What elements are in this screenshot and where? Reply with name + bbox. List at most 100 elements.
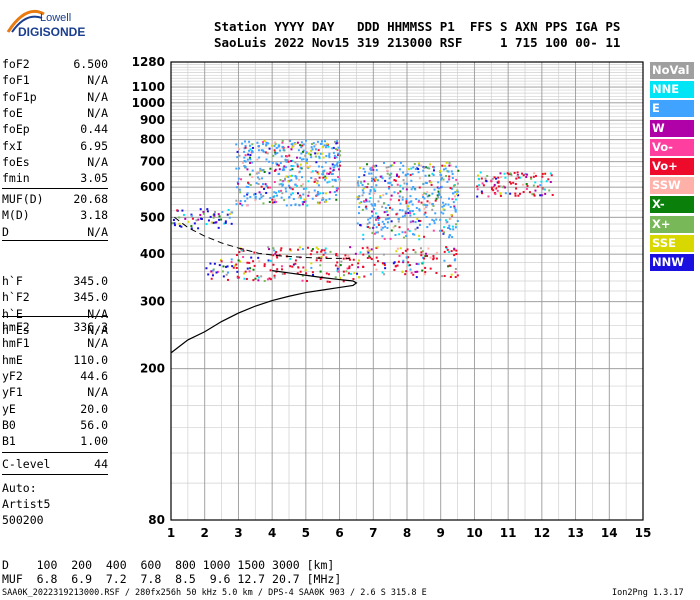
echo-point <box>445 246 448 249</box>
echo-point <box>288 179 291 182</box>
echo-point <box>331 178 334 181</box>
echo-point <box>411 209 414 212</box>
echo-point <box>246 261 249 264</box>
x-tick-label: 4 <box>268 526 276 540</box>
echo-point <box>328 197 331 200</box>
echo-point <box>336 261 339 264</box>
echo-point <box>433 188 436 191</box>
echo-point <box>301 203 304 206</box>
param-label: h`F <box>2 274 23 288</box>
echo-point <box>352 258 355 261</box>
param-row: h`E N/A <box>2 307 108 323</box>
echo-point <box>453 205 456 208</box>
echo-point <box>325 177 328 180</box>
echo-point <box>276 256 279 259</box>
param-row: C-level 44 <box>2 457 108 473</box>
echo-point <box>336 149 339 152</box>
echo-point <box>292 263 295 266</box>
echo-point <box>372 168 375 171</box>
echo-point <box>386 213 389 216</box>
param-separator <box>2 240 108 241</box>
echo-point <box>401 231 404 234</box>
echo-point <box>394 179 397 182</box>
echo-point <box>432 174 435 177</box>
param-value: 6.500 <box>73 57 108 71</box>
echo-point <box>331 185 334 188</box>
echo-point <box>386 169 389 172</box>
footer-file-info: SAA0K_2022319213000.RSF / 280fx256h 50 k… <box>2 588 427 598</box>
echo-point <box>301 201 304 204</box>
echo-point <box>440 185 443 188</box>
echo-point <box>271 201 274 204</box>
echo-point <box>522 191 525 194</box>
echo-point <box>394 224 397 227</box>
echo-point <box>319 259 322 262</box>
echo-point <box>288 186 291 189</box>
param-label: MUF(D) <box>2 192 44 206</box>
echo-point <box>242 249 245 252</box>
echo-point <box>265 191 268 194</box>
echo-point <box>181 209 184 212</box>
param-label: foEs <box>2 154 30 169</box>
param-row: foF2 6.500 <box>2 57 108 73</box>
echo-point <box>281 183 284 186</box>
echo-point <box>402 164 405 167</box>
echo-point <box>436 194 439 197</box>
echo-point <box>336 255 339 258</box>
echo-point <box>495 177 498 180</box>
echo-point <box>532 184 535 187</box>
echo-point <box>447 226 450 229</box>
echo-point <box>313 179 316 182</box>
echo-point <box>479 171 482 174</box>
echo-point <box>294 142 297 145</box>
param-row: hmF2 336.3 <box>2 320 108 336</box>
echo-point <box>323 144 326 147</box>
echo-point <box>384 225 387 228</box>
echo-point <box>267 186 270 189</box>
echo-point <box>374 204 377 207</box>
echo-point <box>269 167 272 170</box>
echo-point <box>449 228 452 231</box>
echo-point <box>425 215 428 218</box>
echo-point <box>383 237 386 240</box>
echo-point <box>213 262 216 265</box>
echo-point <box>368 255 371 258</box>
echo-point <box>244 154 247 157</box>
echo-point <box>339 179 342 182</box>
echo-point <box>384 206 387 209</box>
echo-point <box>258 156 261 159</box>
echo-point <box>539 184 542 187</box>
echo-point <box>190 213 193 216</box>
echo-point <box>206 208 209 211</box>
echo-point <box>517 176 520 179</box>
echo-point <box>327 172 330 175</box>
echo-point <box>273 274 276 277</box>
echo-point <box>549 180 552 183</box>
echo-point <box>375 184 378 187</box>
echo-point <box>441 201 444 204</box>
param-value: 20.68 <box>73 192 108 206</box>
echo-point <box>246 192 249 195</box>
echo-point <box>394 265 397 268</box>
echo-point <box>278 254 281 257</box>
echo-point <box>268 160 271 163</box>
echo-point <box>385 210 388 213</box>
echo-point <box>456 274 459 277</box>
echo-point <box>191 217 194 220</box>
echo-point <box>321 257 324 260</box>
echo-point <box>278 183 281 186</box>
echo-point <box>285 175 288 178</box>
echo-point <box>335 194 338 197</box>
legend-item: NNW <box>650 254 694 271</box>
y-tick-label: 300 <box>140 295 165 309</box>
echo-point <box>426 195 429 198</box>
param-separator <box>2 188 108 189</box>
echo-point <box>401 270 404 273</box>
param-label: B0 <box>2 417 16 432</box>
legend-item: X- <box>650 196 694 214</box>
echo-point <box>337 270 340 273</box>
echo-point <box>443 250 446 253</box>
echo-point <box>490 186 493 189</box>
echo-point <box>443 231 446 234</box>
echo-point <box>376 216 379 219</box>
